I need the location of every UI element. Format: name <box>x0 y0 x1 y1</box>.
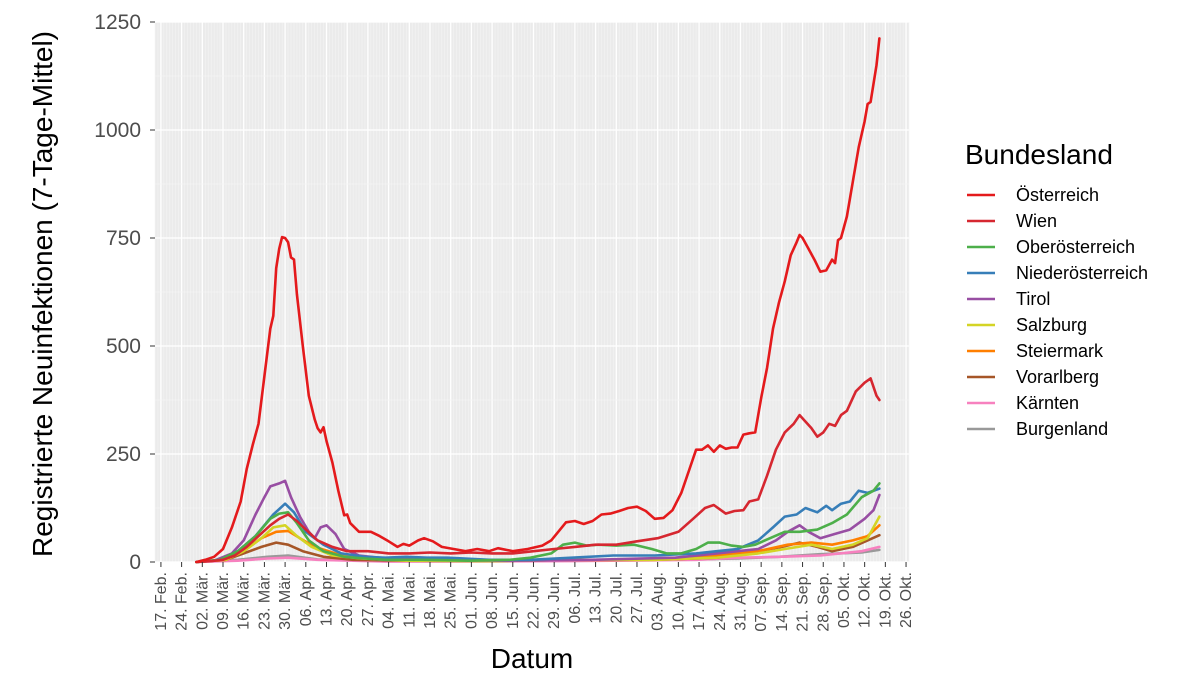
x-tick-label: 17. Aug. <box>691 572 708 631</box>
y-tick-label: 500 <box>106 335 141 358</box>
legend-label: Österreich <box>1016 185 1099 205</box>
x-tick-label: 30. Mär. <box>277 572 294 630</box>
x-tick-label: 07. Sep. <box>753 572 770 632</box>
x-tick-label: 19. Okt. <box>877 572 894 628</box>
x-tick-label: 05. Okt. <box>836 572 853 628</box>
legend-label: Oberösterreich <box>1016 237 1135 257</box>
legend-label: Burgenland <box>1016 419 1108 439</box>
x-tick-label: 04. Mai. <box>381 572 398 629</box>
y-tick-label: 1000 <box>94 119 141 142</box>
legend-label: Salzburg <box>1016 315 1087 335</box>
x-tick-label: 24. Aug. <box>712 572 729 631</box>
x-tick-label: 18. Mai. <box>422 572 439 629</box>
x-tick-label: 06. Apr. <box>298 572 315 626</box>
gridlines <box>154 21 910 563</box>
legend-label: Kärnten <box>1016 393 1079 413</box>
x-tick-label: 29. Jun. <box>546 572 563 629</box>
legend-title: Bundesland <box>965 139 1113 170</box>
x-tick-label: 20. Jul. <box>608 572 625 624</box>
legend-label: Steiermark <box>1016 341 1104 361</box>
x-axis-ticks: 17. Feb. 24. Feb. 02. Mär. 09. Mär. 16. Mär.… <box>153 562 915 632</box>
x-tick-label: 08. Jun. <box>484 572 501 629</box>
y-tick-label: 1250 <box>94 11 141 34</box>
x-tick-label: 28. Sep. <box>815 572 832 632</box>
x-tick-label: 11. Mai. <box>401 572 418 628</box>
x-tick-label: 31. Aug. <box>733 572 750 631</box>
x-tick-label: 06. Jul. <box>567 572 584 624</box>
x-tick-label: 02. Mär. <box>194 572 211 630</box>
x-tick-label: 21. Sep. <box>795 572 812 632</box>
x-tick-label: 22. Jun. <box>526 572 543 629</box>
legend: Bundesland Österreich Wien Oberösterreich N… <box>965 139 1148 439</box>
x-tick-label: 01. Jun. <box>463 572 480 629</box>
y-tick-label: 250 <box>106 443 141 466</box>
legend-label: Vorarlberg <box>1016 367 1099 387</box>
x-tick-label: 25. Mai. <box>443 572 460 629</box>
x-tick-label: 10. Aug. <box>670 572 687 631</box>
legend-label: Tirol <box>1016 289 1050 309</box>
x-tick-label: 16. Mär. <box>236 572 253 630</box>
x-tick-label: 23. Mär. <box>256 572 273 630</box>
x-tick-label: 27. Apr. <box>360 572 377 626</box>
series-line <box>195 37 881 564</box>
y-tick-label: 750 <box>106 227 141 250</box>
x-tick-label: 17. Feb. <box>153 572 170 631</box>
x-tick-label: 15. Jun. <box>505 572 522 629</box>
x-tick-label: 13. Jul. <box>588 572 605 624</box>
series-lines <box>195 37 881 564</box>
x-tick-label: 24. Feb. <box>174 572 191 631</box>
x-tick-label: 13. Apr. <box>319 572 336 626</box>
x-tick-label: 26. Okt. <box>898 572 915 628</box>
legend-label: Niederösterreich <box>1016 263 1148 283</box>
x-tick-label: 27. Jul. <box>629 572 646 624</box>
x-axis-title: Datum <box>491 643 573 674</box>
series-line <box>195 377 881 564</box>
series-line <box>195 487 881 564</box>
legend-label: Wien <box>1016 211 1057 231</box>
y-tick-label: 0 <box>129 551 141 574</box>
y-axis-ticks: 0 250 500 750 1000 1250 <box>94 11 155 574</box>
x-tick-label: 14. Sep. <box>774 572 791 632</box>
x-tick-label: 20. Apr. <box>339 572 356 626</box>
x-tick-label: 09. Mär. <box>215 572 232 630</box>
x-tick-label: 12. Okt. <box>857 572 874 628</box>
x-tick-label: 03. Aug. <box>650 572 667 631</box>
y-axis-title: Registrierte Neuinfektionen (7-Tage-Mitt… <box>27 31 58 557</box>
